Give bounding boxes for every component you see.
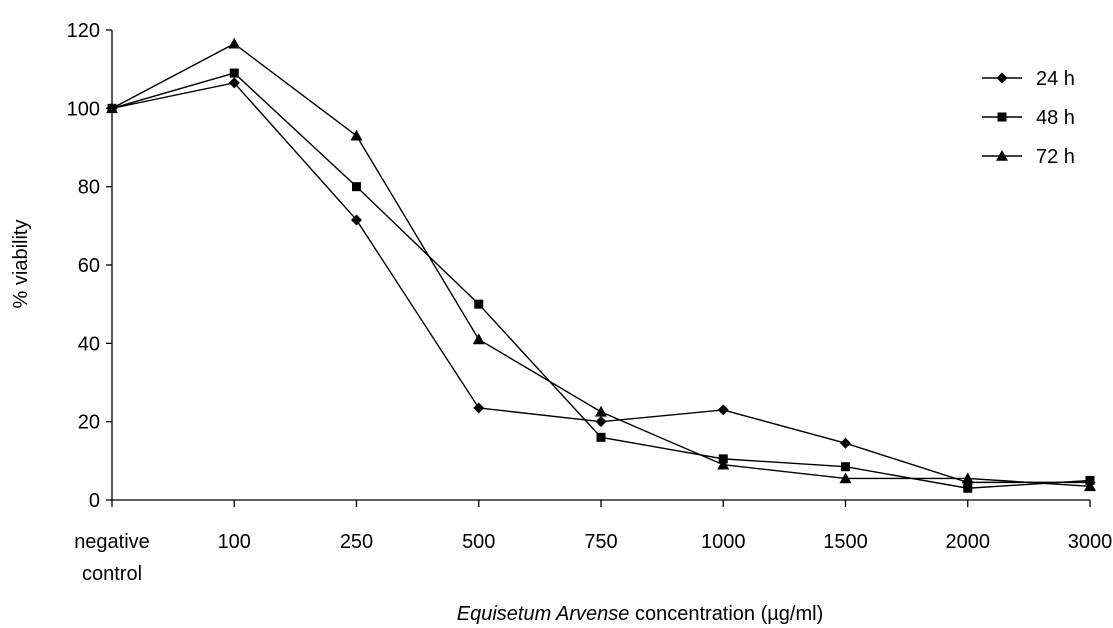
x-axis-title-rest: concentration (µg/ml) — [629, 603, 823, 625]
y-axis-title: % viability — [10, 220, 32, 309]
data-point — [351, 214, 362, 226]
series-72h — [106, 37, 1096, 492]
x-tick-label: negative — [74, 531, 150, 553]
legend-entry: 72 h — [982, 146, 1075, 168]
legend-label: 48 h — [1036, 107, 1075, 129]
legend-marker — [997, 112, 1007, 122]
x-tick-label: 1500 — [823, 531, 868, 553]
y-tick-label: 100 — [67, 98, 100, 120]
legend-entry: 24 h — [982, 68, 1075, 90]
data-point — [595, 416, 607, 428]
data-point — [717, 458, 730, 470]
y-tick-label: 80 — [78, 177, 100, 199]
legend-marker — [996, 150, 1008, 161]
y-tick-label: 20 — [78, 412, 100, 434]
data-point — [350, 129, 363, 141]
legend: 24 h 48 h 72 h — [982, 68, 1075, 168]
x-tick-label: control — [82, 563, 142, 585]
series-layer — [106, 37, 1096, 493]
data-point — [352, 182, 361, 192]
x-axis-title-italic: Equisetum Arvense — [457, 603, 630, 625]
y-tick-label: 40 — [78, 333, 100, 355]
legend-entry: 48 h — [982, 107, 1075, 129]
y-tick-label: 0 — [89, 490, 100, 512]
y-tick-label: 120 — [67, 20, 100, 42]
data-point — [841, 462, 850, 472]
data-point — [229, 68, 239, 78]
data-point — [472, 333, 485, 345]
axes: 0 20 40 60 80 100 120 negative control 100 250 500 7… — [67, 20, 1113, 585]
x-tick-label: 750 — [584, 531, 617, 553]
legend-label: 24 h — [1036, 68, 1075, 90]
data-point — [717, 404, 729, 416]
data-point — [1084, 480, 1096, 492]
y-tick-label: 60 — [78, 255, 100, 277]
series-24h — [106, 77, 1096, 488]
series-48h — [107, 68, 1095, 493]
data-point — [596, 432, 606, 442]
x-tick-label: 250 — [340, 531, 373, 553]
data-point — [473, 402, 485, 414]
x-tick-label: 3000 — [1068, 531, 1113, 553]
legend-marker — [996, 72, 1008, 84]
data-point — [228, 37, 241, 49]
data-point — [963, 483, 973, 493]
data-point — [106, 102, 118, 114]
data-point — [228, 77, 240, 89]
x-tick-label: 2000 — [946, 531, 991, 553]
data-point — [961, 472, 974, 484]
x-tick-label: 500 — [462, 531, 495, 553]
x-tick-label: 1000 — [701, 531, 746, 553]
data-point — [474, 299, 484, 309]
legend-label: 72 h — [1036, 146, 1075, 168]
data-point — [839, 472, 852, 484]
x-axis-title: Equisetum Arvense concentration (µg/ml) — [457, 603, 824, 625]
data-point — [840, 437, 851, 449]
x-tick-label: 100 — [218, 531, 251, 553]
data-point — [595, 405, 607, 417]
